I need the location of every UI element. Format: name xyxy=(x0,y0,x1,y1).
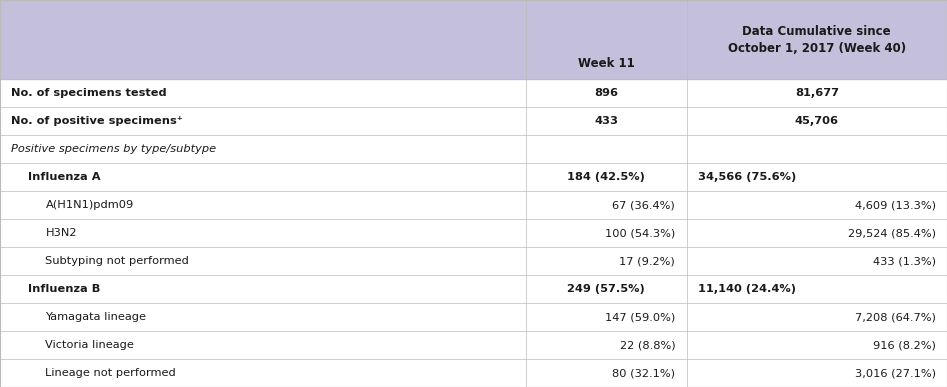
Text: Lineage not performed: Lineage not performed xyxy=(45,368,176,378)
Text: 100 (54.3%): 100 (54.3%) xyxy=(605,228,675,238)
Text: Victoria lineage: Victoria lineage xyxy=(45,340,134,350)
Text: Subtyping not performed: Subtyping not performed xyxy=(45,256,189,266)
Text: 184 (42.5%): 184 (42.5%) xyxy=(567,172,645,182)
Text: Influenza A: Influenza A xyxy=(28,172,101,182)
Text: 433 (1.3%): 433 (1.3%) xyxy=(872,256,936,266)
Text: 45,706: 45,706 xyxy=(795,116,839,126)
Text: 147 (59.0%): 147 (59.0%) xyxy=(605,312,675,322)
Text: Data Cumulative since
October 1, 2017 (Week 40): Data Cumulative since October 1, 2017 (W… xyxy=(727,25,906,55)
Text: 916 (8.2%): 916 (8.2%) xyxy=(873,340,936,350)
Text: Yamagata lineage: Yamagata lineage xyxy=(45,312,147,322)
Bar xyxy=(0,135,947,163)
Text: No. of positive specimens⁺: No. of positive specimens⁺ xyxy=(11,116,183,126)
Bar xyxy=(0,247,947,275)
Text: 3,016 (27.1%): 3,016 (27.1%) xyxy=(854,368,936,378)
Text: 17 (9.2%): 17 (9.2%) xyxy=(619,256,675,266)
Text: 7,208 (64.7%): 7,208 (64.7%) xyxy=(855,312,936,322)
Bar xyxy=(0,331,947,359)
Bar xyxy=(0,0,947,79)
Text: No. of specimens tested: No. of specimens tested xyxy=(11,88,167,98)
Text: Week 11: Week 11 xyxy=(578,57,634,70)
Text: H3N2: H3N2 xyxy=(45,228,77,238)
Text: 4,609 (13.3%): 4,609 (13.3%) xyxy=(854,200,936,210)
Text: 22 (8.8%): 22 (8.8%) xyxy=(619,340,675,350)
Bar xyxy=(0,359,947,387)
Text: 433: 433 xyxy=(594,116,618,126)
Text: A(H1N1)pdm09: A(H1N1)pdm09 xyxy=(45,200,134,210)
Text: Positive specimens by type/subtype: Positive specimens by type/subtype xyxy=(11,144,217,154)
Bar xyxy=(0,191,947,219)
Text: 29,524 (85.4%): 29,524 (85.4%) xyxy=(848,228,936,238)
Text: 11,140 (24.4%): 11,140 (24.4%) xyxy=(698,284,795,294)
Bar xyxy=(0,163,947,191)
Text: Influenza B: Influenza B xyxy=(28,284,100,294)
Text: 80 (32.1%): 80 (32.1%) xyxy=(612,368,675,378)
Text: 34,566 (75.6%): 34,566 (75.6%) xyxy=(698,172,796,182)
Bar xyxy=(0,107,947,135)
Bar xyxy=(0,79,947,107)
Text: 896: 896 xyxy=(594,88,618,98)
Text: 67 (36.4%): 67 (36.4%) xyxy=(613,200,675,210)
Bar xyxy=(0,219,947,247)
Bar xyxy=(0,303,947,331)
Text: 81,677: 81,677 xyxy=(795,88,839,98)
Bar xyxy=(0,275,947,303)
Text: 249 (57.5%): 249 (57.5%) xyxy=(567,284,645,294)
